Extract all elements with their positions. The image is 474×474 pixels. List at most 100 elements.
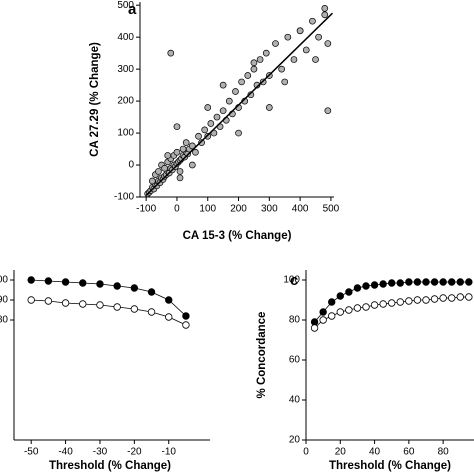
series-marker [413, 296, 422, 304]
scatter-point [173, 148, 181, 156]
scatter-point [148, 177, 156, 185]
series-marker [353, 284, 362, 292]
scatter-point [250, 65, 258, 73]
series-marker [345, 306, 353, 314]
series-marker [147, 308, 156, 316]
x-tick-label: -20 [127, 447, 142, 458]
scatter-point [213, 113, 221, 121]
x-tick-label: 0 [303, 447, 309, 458]
scatter-point [324, 40, 332, 47]
scatter-point [284, 33, 292, 41]
scatter-point [278, 65, 286, 73]
series-marker [413, 278, 422, 286]
x-tick-label: -100 [136, 204, 156, 215]
series-marker [130, 284, 139, 292]
y-tick-label: 80 [0, 315, 8, 326]
trend-line [145, 12, 333, 196]
series-marker [439, 278, 447, 286]
scatter-point [188, 142, 196, 150]
scatter-point [225, 97, 233, 105]
scatter-point [250, 59, 258, 67]
x-tick-label: 60 [403, 447, 415, 458]
scatter-point [235, 129, 242, 137]
scatter-point [155, 168, 162, 175]
series-marker [310, 324, 319, 332]
series-marker [113, 303, 121, 311]
scatter-point [302, 46, 310, 54]
scatter-point [256, 56, 264, 63]
y-tick-label: 100 [283, 275, 300, 286]
panel-label: c [290, 272, 298, 289]
scatter-point [188, 161, 196, 169]
x-tick-label: -50 [24, 447, 39, 458]
y-tick-label: 400 [117, 32, 134, 43]
y-tick-label: 200 [117, 96, 134, 107]
scatter-point [244, 72, 252, 79]
scatter-point [272, 40, 279, 47]
x-axis-label: CA 15-3 (% Change) [183, 230, 292, 242]
series-marker [388, 299, 396, 307]
scatter-point [176, 168, 184, 175]
scatter-point [219, 107, 227, 115]
scatter-point [315, 33, 322, 41]
series-marker [61, 278, 70, 286]
series-marker [379, 280, 387, 288]
series-marker [147, 288, 156, 296]
series-marker [79, 300, 87, 308]
scatter-point [192, 148, 199, 156]
series-marker [61, 299, 70, 307]
y-tick-label: 100 [117, 128, 134, 139]
scatter-point [219, 81, 227, 89]
series-marker [456, 293, 464, 301]
scatter-point [281, 78, 289, 86]
scatter-point [207, 120, 215, 127]
x-tick-label: 80 [438, 447, 450, 458]
series-marker [430, 278, 439, 286]
y-axis-label: CA 27.29 (% Change) [89, 42, 101, 157]
series-marker [405, 297, 413, 305]
scatter-point [309, 17, 316, 25]
x-tick-label: 40 [369, 447, 381, 458]
series-marker [319, 308, 327, 316]
x-axis-label: Threshold (% Change) [329, 460, 451, 472]
scatter-point [312, 56, 319, 63]
scatter-point [204, 104, 212, 111]
series-marker [456, 278, 464, 286]
x-tick-label: 0 [174, 204, 180, 215]
series-marker [362, 303, 370, 311]
scatter-point [179, 145, 187, 153]
scatter-point [262, 49, 270, 57]
y-tick-label: 90 [0, 295, 8, 306]
scatter-point [195, 132, 202, 140]
series-marker [379, 300, 387, 308]
scatter-point [321, 11, 329, 19]
series-marker [448, 278, 456, 286]
series-marker [405, 278, 413, 286]
scatter-point [182, 139, 190, 147]
series-marker [336, 292, 344, 300]
series-marker [362, 282, 370, 290]
scatter-point [324, 107, 332, 115]
series-marker [113, 282, 121, 290]
series-line [31, 279, 187, 317]
x-tick-label: 300 [261, 204, 278, 215]
series-marker [27, 296, 35, 304]
scatter-point [198, 139, 205, 147]
series-marker [465, 293, 473, 301]
x-tick-label: 500 [323, 204, 340, 215]
y-tick-label: 500 [117, 0, 134, 11]
series-marker [44, 297, 53, 305]
x-axis-label: Threshold (% Change) [49, 460, 171, 472]
series-marker [422, 278, 430, 286]
series-marker [165, 296, 173, 304]
scatter-point [321, 5, 329, 12]
series-marker [448, 294, 456, 302]
series-marker [319, 316, 327, 324]
x-tick-label: 200 [230, 204, 247, 215]
x-tick-label: 100 [199, 204, 216, 215]
series-marker [130, 305, 139, 313]
scatter-point [164, 152, 172, 159]
x-tick-label: 20 [335, 447, 347, 458]
